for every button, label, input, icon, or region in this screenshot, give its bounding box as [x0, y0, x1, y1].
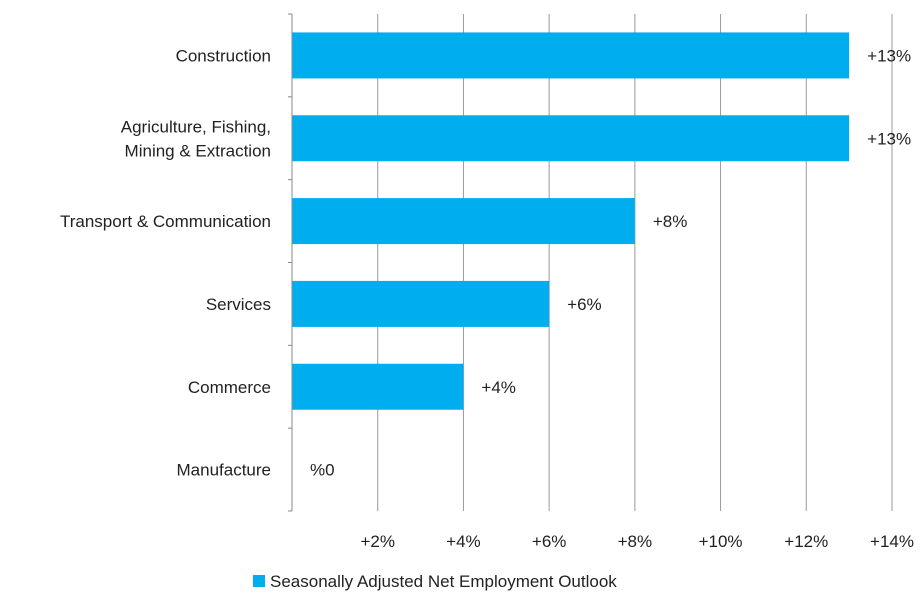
- data-label: +6%: [567, 295, 602, 314]
- gridlines: [377, 14, 893, 511]
- category-labels: Construction Agriculture, Fishing, Mining …: [60, 46, 271, 479]
- category-label: Construction: [176, 46, 271, 65]
- category-label: Transport & Communication: [60, 212, 271, 231]
- category-label-line: Construction: [176, 46, 271, 65]
- category-label: Commerce: [188, 378, 271, 397]
- bar: [292, 363, 464, 410]
- data-labels: +13% +13% +8% +6% +4% %0: [310, 46, 911, 479]
- category-label-line: Commerce: [188, 378, 271, 397]
- axes: [288, 13, 293, 512]
- bar: [292, 198, 635, 245]
- x-tick-label: +8%: [618, 532, 653, 551]
- category-label-line: Mining & Extraction: [125, 141, 271, 160]
- x-tick-label: +4%: [446, 532, 481, 551]
- x-tick-label: +14%: [870, 532, 914, 551]
- category-label-line: Transport & Communication: [60, 212, 271, 231]
- x-tick-label: +12%: [784, 532, 828, 551]
- x-tick-labels: +2% +4% +6% +8% +10% +12% +14%: [360, 532, 914, 551]
- category-label: Manufacture: [177, 461, 272, 480]
- category-label-line: Services: [206, 295, 271, 314]
- category-label: Agriculture, Fishing, Mining & Extraction: [121, 117, 271, 160]
- bars: [292, 32, 850, 410]
- x-tick-label: +6%: [532, 532, 567, 551]
- x-tick-label: +10%: [699, 532, 743, 551]
- data-label: +4%: [481, 378, 516, 397]
- data-label: +13%: [867, 46, 911, 65]
- legend-swatch: [253, 575, 265, 587]
- category-label: Services: [206, 295, 271, 314]
- data-label: +13%: [867, 129, 911, 148]
- category-label-line: Manufacture: [177, 461, 272, 480]
- data-label: %0: [310, 461, 335, 480]
- data-label: +8%: [653, 212, 688, 231]
- bar: [292, 32, 850, 79]
- bar: [292, 115, 850, 162]
- category-label-line: Agriculture, Fishing,: [121, 117, 271, 136]
- x-tick-label: +2%: [360, 532, 395, 551]
- legend-label: Seasonally Adjusted Net Employment Outlo…: [270, 572, 617, 591]
- bar: [292, 280, 550, 327]
- legend: Seasonally Adjusted Net Employment Outlo…: [253, 572, 617, 591]
